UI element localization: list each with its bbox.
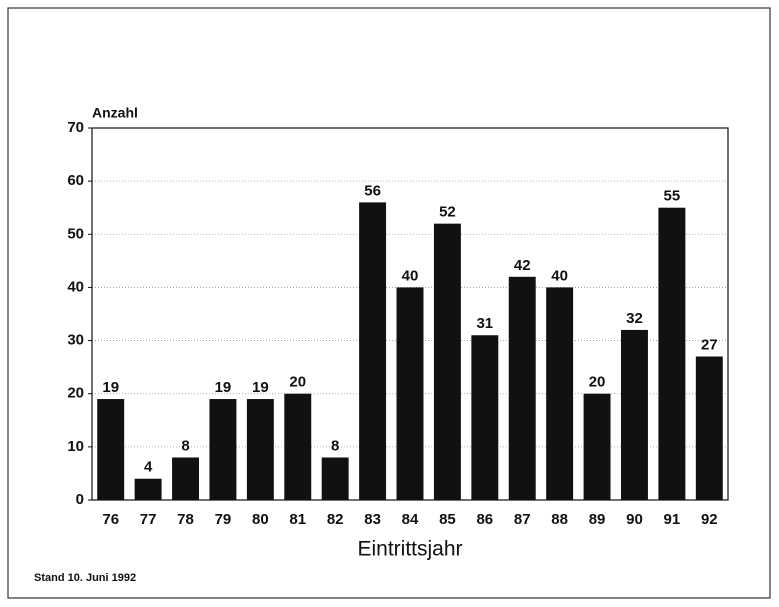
bar <box>396 287 424 500</box>
data-label: 55 <box>664 188 681 205</box>
y-axis-label: Anzahl <box>92 105 138 121</box>
data-label: 20 <box>589 374 606 391</box>
data-label: 19 <box>102 379 119 396</box>
y-tick-label: 70 <box>67 119 84 136</box>
y-tick-label: 60 <box>67 172 84 189</box>
x-tick-label: 79 <box>215 511 232 528</box>
x-tick-label: 87 <box>514 511 531 528</box>
data-label: 20 <box>289 374 306 391</box>
x-tick-label: 82 <box>327 511 344 528</box>
x-tick-label: 88 <box>551 511 568 528</box>
bar <box>471 335 499 500</box>
data-label: 19 <box>215 379 232 396</box>
y-tick-label: 30 <box>67 332 84 349</box>
bar <box>508 276 536 500</box>
data-label: 19 <box>252 379 269 396</box>
data-label: 8 <box>331 437 339 454</box>
x-tick-label: 78 <box>177 511 194 528</box>
x-tick-label: 81 <box>289 511 306 528</box>
x-tick-label: 86 <box>476 511 493 528</box>
data-label: 31 <box>476 315 493 332</box>
x-tick-label: 80 <box>252 511 269 528</box>
data-label: 52 <box>439 204 456 221</box>
footnote: Stand 10. Juni 1992 <box>34 572 136 584</box>
y-tick-label: 20 <box>67 385 84 402</box>
data-label: 8 <box>181 437 189 454</box>
bar <box>284 393 312 500</box>
bar <box>621 329 648 500</box>
x-axis-label: Eintrittsjahr <box>357 538 462 561</box>
bar <box>695 356 723 500</box>
bar <box>134 478 162 500</box>
frame <box>7 7 771 599</box>
data-label: 27 <box>701 336 718 353</box>
bar <box>209 399 237 500</box>
x-tick-label: 85 <box>439 511 456 528</box>
y-tick-label: 50 <box>67 225 84 242</box>
x-tick-label: 76 <box>102 511 119 528</box>
x-tick-label: 89 <box>589 511 606 528</box>
x-tick-label: 92 <box>701 511 718 528</box>
bar <box>583 393 611 500</box>
y-tick-label: 0 <box>76 491 84 508</box>
bar <box>433 223 461 500</box>
bar <box>321 457 349 500</box>
bar <box>546 287 574 500</box>
bar <box>172 457 199 500</box>
bar <box>97 399 125 500</box>
data-label: 40 <box>402 267 419 284</box>
y-tick-label: 40 <box>67 278 84 295</box>
x-tick-label: 84 <box>402 511 419 528</box>
x-tick-label: 91 <box>664 511 681 528</box>
data-label: 40 <box>551 267 568 284</box>
bar <box>658 207 686 500</box>
bar <box>359 202 387 500</box>
data-label: 56 <box>364 182 381 199</box>
x-tick-label: 83 <box>364 511 381 528</box>
data-label: 42 <box>514 257 531 274</box>
x-tick-label: 90 <box>626 511 643 528</box>
x-tick-label: 77 <box>140 511 157 528</box>
bar <box>246 399 274 500</box>
y-tick-label: 10 <box>67 438 84 455</box>
data-label: 32 <box>626 310 643 327</box>
data-label: 4 <box>144 459 153 476</box>
